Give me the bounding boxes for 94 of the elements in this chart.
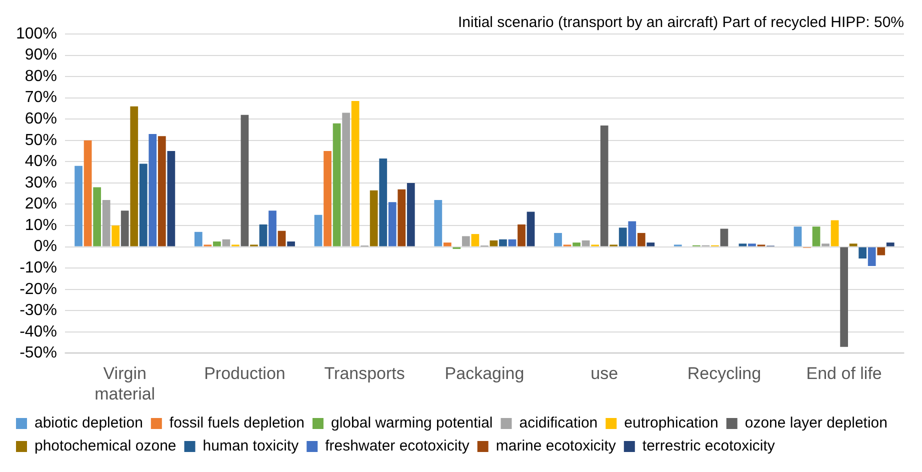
x-tick-label: Packaging [444, 364, 524, 384]
legend-label: photochemical ozone [34, 438, 176, 455]
legend-label: abiotic depletion [34, 414, 143, 432]
bar [499, 239, 507, 246]
bar [287, 241, 295, 246]
legend-label: acidification [519, 414, 598, 432]
bar [794, 226, 802, 246]
bar [240, 114, 249, 246]
y-tick-label: 30% [24, 174, 57, 192]
bar [434, 200, 442, 246]
bar [84, 140, 92, 246]
bar [572, 242, 580, 246]
bar [490, 240, 498, 246]
bar [886, 242, 894, 246]
bar [120, 210, 129, 246]
y-tick-label: 50% [24, 132, 57, 149]
y-tick-label: 20% [24, 196, 57, 213]
bar [102, 200, 110, 246]
y-tick-label: 60% [24, 110, 57, 128]
legend-label: human toxicity [202, 438, 300, 455]
bar [332, 123, 341, 246]
bar [112, 226, 120, 246]
y-tick-label: -10% [20, 259, 57, 276]
x-tick-label: Recycling [687, 364, 762, 384]
bar [849, 244, 858, 246]
bar [398, 189, 406, 246]
bar [443, 242, 452, 246]
y-tick-label: -30% [20, 302, 57, 320]
bar [342, 112, 350, 246]
legend-label: ozone layer depletion [744, 414, 888, 432]
bar [268, 210, 276, 246]
bar [462, 236, 470, 246]
legend-label: terrestric ecotoxicity [642, 438, 776, 455]
bar [618, 228, 627, 246]
bar [637, 232, 646, 246]
x-tick-label: Transports [324, 364, 405, 384]
y-tick-label: 40% [24, 153, 57, 170]
bar [738, 244, 747, 246]
bar [471, 234, 480, 246]
bar [314, 214, 322, 246]
y-tick-label: 100% [16, 25, 57, 42]
y-tick-label: -50% [20, 344, 57, 362]
legend-label: marine ecotoxicity [496, 438, 616, 455]
bar [812, 226, 820, 246]
bar [324, 151, 332, 246]
bar [526, 212, 535, 246]
y-tick-label: 90% [24, 46, 57, 64]
y-tick-label: 80% [24, 68, 57, 85]
bar [167, 151, 176, 246]
legend-label: freshwater ecotoxicity [325, 438, 470, 455]
x-tick-label: End of life [806, 364, 882, 384]
legend-label: fossil fuels depletion [169, 414, 305, 432]
legend-label: eutrophication [624, 414, 718, 432]
y-tick-label: -20% [20, 280, 57, 298]
bar [388, 202, 396, 246]
bar [139, 164, 148, 246]
y-tick-label: 10% [24, 216, 57, 234]
bar [582, 240, 590, 246]
bar [840, 247, 848, 347]
x-tick-label: Production [204, 364, 286, 384]
bar [600, 126, 608, 246]
legend-label: global warming potential [330, 414, 493, 432]
bar [278, 230, 286, 246]
bar [720, 228, 728, 246]
bar [646, 242, 655, 246]
x-tick-label: Virgin material [94, 364, 156, 404]
bar [508, 239, 516, 246]
bar [351, 101, 360, 246]
bar [554, 232, 562, 246]
bar [93, 187, 102, 246]
bar [748, 244, 756, 246]
bar [148, 134, 157, 246]
bar [868, 247, 876, 266]
bar [877, 247, 886, 256]
bar [370, 190, 378, 246]
x-tick-label: use [590, 364, 618, 384]
bar [213, 241, 221, 246]
bar [194, 232, 202, 246]
bar [830, 220, 839, 246]
y-tick-label: 70% [24, 89, 57, 106]
y-tick-label: 0% [34, 238, 57, 256]
bar [130, 106, 138, 246]
bar [379, 158, 388, 246]
y-tick-label: -40% [20, 323, 57, 340]
bar [74, 166, 82, 246]
bar [222, 239, 230, 246]
bar [518, 224, 526, 246]
bar [858, 247, 867, 259]
bar [628, 221, 636, 246]
bar [158, 136, 166, 246]
bar [406, 182, 415, 246]
bar [259, 224, 268, 246]
chart-title: Initial scenario (transport by an aircraft) Part of recycled HIPP: 50% [458, 14, 904, 32]
bar [822, 244, 830, 246]
